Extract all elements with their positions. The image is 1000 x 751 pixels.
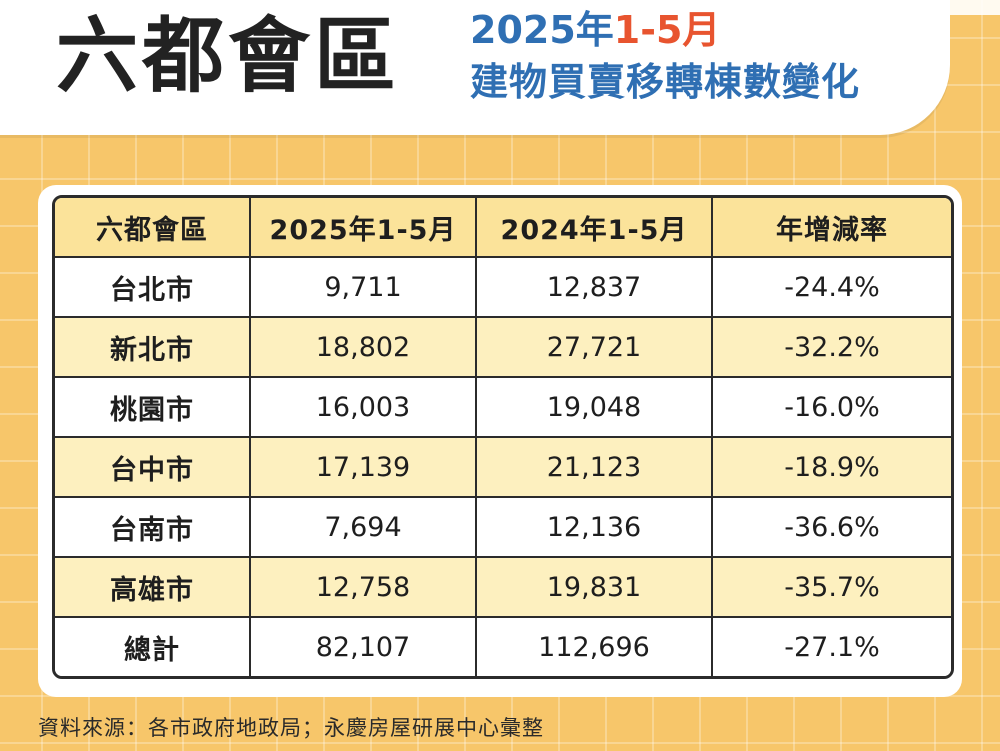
city-cell: 台北市 [55,258,251,318]
header-decoration [860,0,1000,15]
header-panel [0,0,950,135]
value-2025-cell: 17,139 [251,438,477,498]
value-2025-cell: 12,758 [251,558,477,618]
subtitle-period: 2025年1-5月 [470,6,720,54]
change-rate-cell: -24.4% [713,258,951,318]
value-2024-cell: 12,837 [477,258,713,318]
city-cell: 台南市 [55,498,251,558]
change-rate-cell: -32.2% [713,318,951,378]
table-header-row: 六都會區 2025年1-5月 2024年1-5月 年增減率 [55,198,951,258]
change-rate-cell: -18.9% [713,438,951,498]
table-row: 台中市 17,139 21,123 -18.9% [55,438,951,498]
change-rate-cell: -35.7% [713,558,951,618]
page-title: 六都會區 [56,9,401,104]
total-2025-cell: 82,107 [251,618,477,676]
subtitle-description: 建物買賣移轉棟數變化 [470,60,861,104]
value-2024-cell: 12,136 [477,498,713,558]
data-table: 六都會區 2025年1-5月 2024年1-5月 年增減率 台北市 9,711 … [52,195,954,679]
table-row: 桃園市 16,003 19,048 -16.0% [55,378,951,438]
value-2024-cell: 19,831 [477,558,713,618]
column-header-change: 年增減率 [713,198,951,258]
change-rate-cell: -36.6% [713,498,951,558]
city-cell: 桃園市 [55,378,251,438]
table-card: 六都會區 2025年1-5月 2024年1-5月 年增減率 台北市 9,711 … [38,185,962,697]
value-2024-cell: 27,721 [477,318,713,378]
table-row: 台北市 9,711 12,837 -24.4% [55,258,951,318]
change-rate-cell: -16.0% [713,378,951,438]
city-cell: 高雄市 [55,558,251,618]
table-row: 台南市 7,694 12,136 -36.6% [55,498,951,558]
column-header-2025: 2025年1-5月 [251,198,477,258]
value-2025-cell: 16,003 [251,378,477,438]
value-2025-cell: 9,711 [251,258,477,318]
column-header-region: 六都會區 [55,198,251,258]
value-2025-cell: 18,802 [251,318,477,378]
source-note: 資料來源：各市政府地政局；永慶房屋研展中心彙整 [38,716,544,740]
subtitle-months: 1-5月 [613,8,721,52]
subtitle-year: 2025年 [470,8,614,52]
value-2024-cell: 19,048 [477,378,713,438]
value-2024-cell: 21,123 [477,438,713,498]
city-cell: 台中市 [55,438,251,498]
table-row: 新北市 18,802 27,721 -32.2% [55,318,951,378]
total-label-cell: 總計 [55,618,251,676]
city-cell: 新北市 [55,318,251,378]
table-row: 高雄市 12,758 19,831 -35.7% [55,558,951,618]
value-2025-cell: 7,694 [251,498,477,558]
total-2024-cell: 112,696 [477,618,713,676]
table-total-row: 總計 82,107 112,696 -27.1% [55,618,951,676]
column-header-2024: 2024年1-5月 [477,198,713,258]
total-change-cell: -27.1% [713,618,951,676]
